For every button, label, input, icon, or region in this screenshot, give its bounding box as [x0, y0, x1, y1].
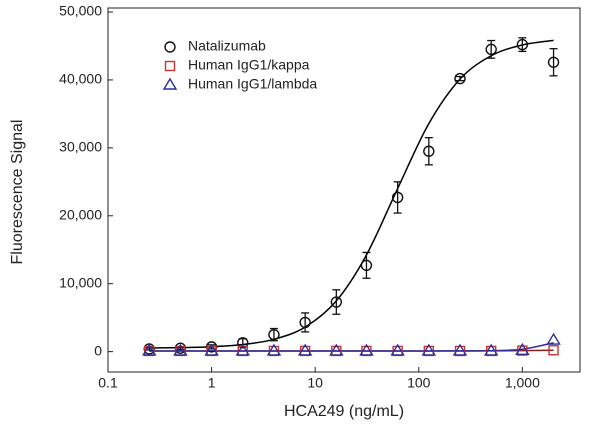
x-tick-label: 0.1 — [98, 375, 118, 391]
point — [483, 343, 499, 356]
legend-label: Human IgG1/kappa — [188, 57, 310, 73]
point — [546, 332, 561, 345]
point — [360, 259, 373, 272]
point — [204, 343, 219, 356]
point — [454, 72, 466, 85]
point — [516, 38, 529, 51]
point — [173, 343, 188, 356]
point — [452, 343, 468, 356]
point — [237, 337, 249, 349]
point — [268, 328, 280, 341]
legend-label: Human IgG1/lambda — [188, 76, 317, 92]
point — [515, 342, 530, 355]
legend-marker — [164, 41, 176, 53]
x-tick-label: 10 — [307, 375, 323, 391]
point — [485, 43, 497, 56]
point — [297, 343, 313, 356]
y-tick-label: 30,000 — [59, 139, 102, 155]
point — [266, 343, 282, 356]
point — [390, 343, 405, 356]
y-tick-label: 50,000 — [59, 3, 102, 19]
x-axis-title: HCA249 (ng/mL) — [284, 403, 404, 420]
y-tick-label: 10,000 — [59, 274, 102, 290]
plot-frame — [107, 7, 581, 373]
point — [299, 316, 311, 329]
legend-label: Natalizumab — [188, 38, 266, 54]
point — [235, 343, 251, 356]
point — [141, 343, 157, 356]
y-axis-title: Fluorescence Signal — [9, 120, 26, 265]
legend-marker — [162, 77, 178, 90]
point — [329, 343, 344, 356]
point — [421, 343, 437, 356]
legend-marker — [164, 60, 176, 72]
y-tick-label: 0 — [94, 342, 102, 358]
point — [423, 145, 435, 157]
point — [391, 191, 404, 204]
x-tick-label: 100 — [407, 375, 431, 391]
x-tick-label: 1 — [208, 375, 216, 391]
point — [330, 296, 343, 308]
point — [547, 56, 560, 68]
y-tick-label: 20,000 — [59, 206, 102, 222]
x-tick-label: 1,000 — [505, 375, 540, 391]
y-tick-label: 40,000 — [59, 71, 102, 87]
point — [359, 343, 374, 356]
point — [548, 345, 559, 356]
